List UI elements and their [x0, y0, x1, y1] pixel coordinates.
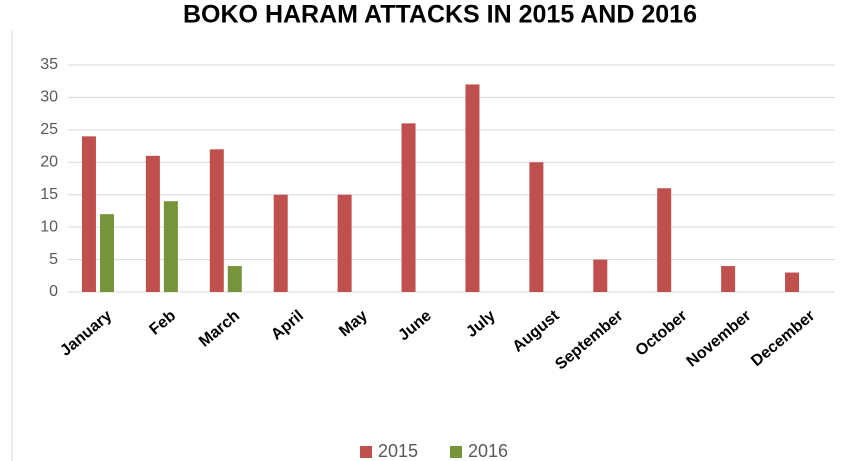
chart-title: BOKO HARAM ATTACKS IN 2015 AND 2016	[183, 1, 697, 29]
bar	[227, 266, 242, 292]
bar	[163, 201, 178, 292]
bar	[657, 188, 672, 292]
legend-swatch	[360, 446, 372, 458]
x-tick-label: April	[268, 307, 307, 343]
bar	[145, 155, 160, 292]
x-tick-label: Feb	[146, 307, 179, 338]
x-tick-label: October	[633, 307, 691, 359]
x-tick-label: March	[196, 307, 243, 350]
x-tick-label: November	[684, 307, 755, 370]
x-tick-label: January	[57, 307, 115, 360]
y-tick-label: 30	[40, 89, 58, 106]
x-tick-label: August	[510, 307, 564, 356]
bar	[401, 123, 416, 292]
x-tick-label: June	[395, 307, 435, 344]
bar	[81, 136, 96, 292]
bar	[465, 84, 480, 292]
legend-label: 2015	[378, 441, 418, 461]
bar	[209, 149, 224, 292]
bar	[273, 194, 288, 292]
y-tick-label: 5	[49, 251, 58, 268]
y-tick-label: 0	[49, 283, 58, 300]
legend-swatch	[450, 446, 462, 458]
bar	[529, 162, 544, 292]
x-tick-label: July	[463, 307, 499, 341]
y-tick-label: 25	[40, 121, 58, 138]
y-tick-label: 10	[40, 218, 58, 235]
y-tick-label: 35	[40, 56, 58, 73]
x-tick-label: December	[748, 307, 818, 370]
legend-label: 2016	[468, 441, 508, 461]
bar	[593, 259, 608, 292]
x-tick-label: September	[552, 307, 626, 373]
bar	[99, 214, 114, 292]
bar	[337, 194, 352, 292]
bar	[785, 272, 800, 292]
x-tick-label: May	[336, 307, 371, 340]
y-tick-label: 15	[40, 186, 58, 203]
y-tick-label: 20	[40, 154, 58, 171]
bar	[721, 266, 736, 292]
